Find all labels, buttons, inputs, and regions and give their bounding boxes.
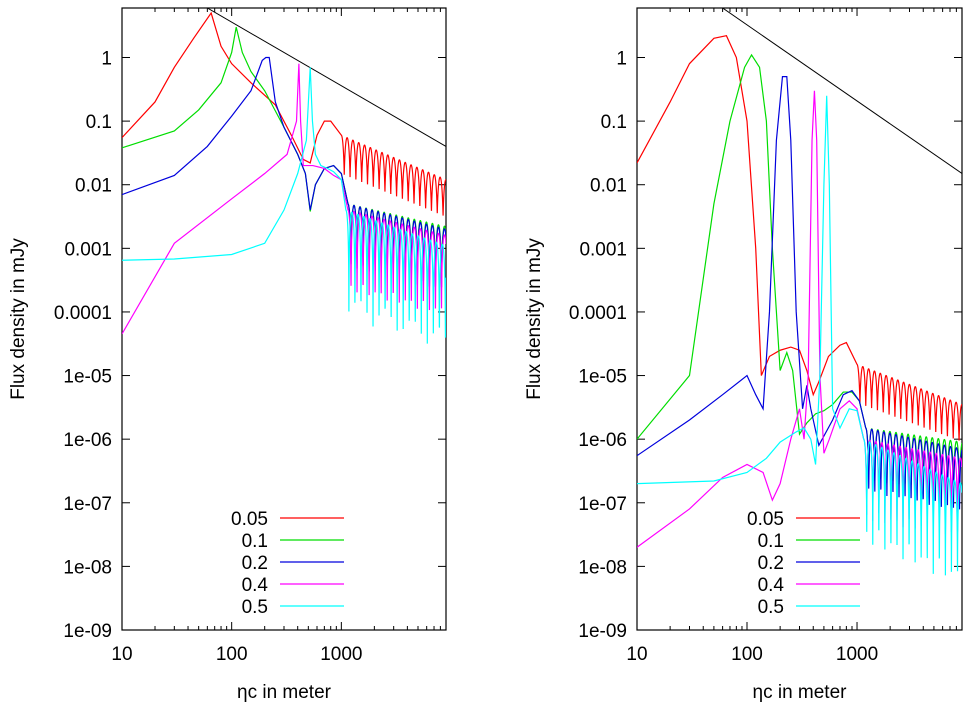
- series-line-0-1: [122, 27, 446, 276]
- series-line-0-4: [637, 90, 962, 548]
- y-tick-label: 1e-05: [63, 367, 112, 388]
- y-tick-label: 0.001: [64, 239, 112, 260]
- legend-label: 0.4: [242, 575, 269, 596]
- y-tick-label: 1e-07: [63, 494, 112, 515]
- y-tick-label: 1e-08: [63, 557, 112, 578]
- y-tick-label: 0.0001: [569, 303, 627, 324]
- x-tick-label: 100: [216, 644, 248, 665]
- series-line-0-5: [637, 95, 962, 576]
- x-tick-label: 1000: [320, 644, 362, 665]
- envelope-line: [722, 8, 962, 174]
- y-axis-title: Flux density in mJy: [8, 238, 29, 400]
- y-tick-label: 0.1: [86, 112, 112, 133]
- x-tick-label: 10: [626, 644, 647, 665]
- y-tick-label: 1e-06: [578, 430, 627, 451]
- legend: 0.050.10.20.40.5: [231, 509, 344, 618]
- series-line-0-05: [637, 35, 962, 441]
- x-axis-title: ηc in meter: [753, 682, 848, 703]
- x-tick-label: 100: [731, 644, 763, 665]
- y-tick-label: 1e-05: [578, 367, 627, 388]
- plot-area: [122, 8, 446, 344]
- series-line-0-2: [637, 76, 962, 510]
- legend-label: 0.1: [242, 531, 268, 552]
- y-tick-label: 0.001: [579, 239, 627, 260]
- series-line-0-1: [637, 53, 962, 493]
- legend-label: 0.5: [758, 597, 784, 618]
- y-tick-label: 1: [101, 48, 112, 69]
- y-tick-label: 1e-09: [578, 621, 627, 642]
- y-tick-label: 1e-09: [63, 621, 112, 642]
- series-line-0-4: [122, 63, 446, 335]
- y-tick-label: 0.0001: [54, 303, 112, 324]
- legend-label: 0.2: [758, 553, 784, 574]
- legend: 0.050.10.20.40.5: [747, 509, 860, 618]
- y-tick-label: 1e-07: [578, 494, 627, 515]
- x-tick-label: 10: [111, 644, 132, 665]
- legend-label: 0.2: [242, 553, 268, 574]
- y-axis-title: Flux density in mJy: [524, 238, 545, 400]
- y-tick-label: 1e-06: [63, 430, 112, 451]
- left-panel: 10 100 1000 1 0.1 0.01 0.001 0.0001 1e-05 1e-06 1e…: [8, 7, 447, 703]
- legend-label: 0.05: [231, 509, 268, 530]
- y-tick-label: 0.01: [75, 176, 112, 197]
- y-tick-label: 0.1: [601, 112, 627, 133]
- legend-label: 0.4: [758, 575, 785, 596]
- x-axis-title: ηc in meter: [237, 682, 332, 703]
- x-tick-label: 1000: [836, 644, 878, 665]
- right-panel: 10 100 1000 1 0.1 0.01 0.001 0.0001 1e-05 1e-06 1e…: [524, 7, 963, 703]
- y-tick-label: 1: [616, 48, 627, 69]
- series-line-0-5: [122, 67, 446, 344]
- plot-area: [637, 8, 962, 576]
- y-tick-label: 0.01: [590, 176, 627, 197]
- legend-label: 0.1: [758, 531, 784, 552]
- legend-label: 0.05: [747, 509, 784, 530]
- y-tick-label: 1e-08: [578, 557, 627, 578]
- plot-frame: [636, 7, 963, 631]
- envelope-line: [207, 8, 446, 147]
- legend-label: 0.5: [242, 597, 268, 618]
- series-line-0-05: [122, 11, 446, 216]
